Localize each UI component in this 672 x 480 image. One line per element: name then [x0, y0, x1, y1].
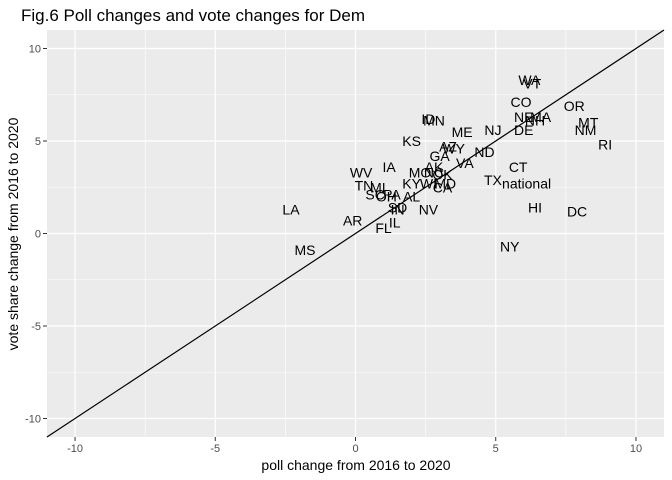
x-axis-title: poll change from 2016 to 2020: [261, 457, 450, 473]
point-label-oh: OH: [376, 189, 397, 205]
point-label-wv: WV: [350, 164, 373, 180]
chart-title: Fig.6 Poll changes and vote changes for …: [21, 6, 365, 25]
x-tick-label: -10: [67, 443, 83, 455]
point-label-wa: WA: [518, 72, 541, 88]
point-label-id: ID: [421, 111, 435, 127]
point-label-ms: MS: [295, 242, 316, 258]
point-label-ma: MA: [530, 109, 552, 125]
y-axis-title: vote share change from 2016 to 2020: [5, 117, 21, 350]
point-label-de: DE: [514, 122, 533, 138]
point-label-az: AZ: [439, 139, 457, 155]
point-label-sc: SC: [365, 187, 384, 203]
y-tick-label: -10: [25, 414, 41, 426]
point-label-dc: DC: [567, 203, 587, 219]
point-label-md: MD: [434, 176, 456, 192]
point-label-ny: NY: [500, 238, 520, 254]
point-label-mo: MO: [409, 164, 432, 180]
y-tick-label: 0: [35, 229, 41, 241]
axis-ticks: -10 -5 0 5 10 -10 -5 0 5 10: [25, 44, 642, 456]
point-label-il: IL: [389, 214, 401, 230]
point-label-in: IN: [391, 201, 405, 217]
x-tick-label: 5: [493, 443, 499, 455]
y-tick-label: 10: [29, 44, 41, 56]
point-label-ca: CA: [433, 179, 453, 195]
point-label-mn: MN: [423, 113, 445, 129]
point-label-ne: NE: [514, 109, 533, 125]
y-tick-label: -5: [31, 321, 41, 333]
point-label-ga: GA: [430, 148, 451, 164]
point-label-va: VA: [456, 155, 474, 171]
point-label-national: national: [502, 176, 551, 192]
point-label-sd: SD: [388, 200, 407, 216]
x-tick-label: 0: [352, 443, 358, 455]
point-label-fl: FL: [375, 220, 392, 236]
point-label-mi: MI: [370, 179, 386, 195]
point-label-ar: AR: [343, 213, 362, 229]
point-label-hi: HI: [528, 200, 542, 216]
point-label-la: LA: [282, 201, 300, 217]
point-label-nd: ND: [474, 144, 494, 160]
reference-line: [46, 29, 665, 438]
point-label-or: OR: [564, 98, 585, 114]
point-label-nh: NH: [525, 113, 545, 129]
point-label-ks: KS: [402, 133, 421, 149]
point-label-nj: NJ: [484, 122, 501, 138]
point-label-pa: PA: [383, 187, 401, 203]
point-label-ok: OK: [432, 166, 453, 182]
point-label-ky: KY: [402, 176, 421, 192]
x-tick-label: 10: [630, 443, 642, 455]
point-label-nm: NM: [575, 122, 597, 138]
x-tick-label: -5: [210, 443, 220, 455]
point-label-nv: NV: [419, 201, 439, 217]
point-label-tx: TX: [484, 172, 503, 188]
point-label-ak: AK: [425, 159, 444, 175]
point-label-nc: NC: [424, 164, 444, 180]
point-label-wy: WY: [442, 140, 465, 156]
point-label-ct: CT: [509, 159, 528, 175]
point-label-me: ME: [452, 124, 473, 140]
point-label-vt: VT: [523, 76, 541, 92]
point-label-tn: TN: [355, 177, 374, 193]
point-label-ri: RI: [598, 137, 612, 153]
point-label-ia: IA: [383, 159, 397, 175]
point-label-co: CO: [510, 94, 531, 110]
y-tick-label: 5: [35, 136, 41, 148]
point-label-mt: MT: [578, 115, 599, 131]
